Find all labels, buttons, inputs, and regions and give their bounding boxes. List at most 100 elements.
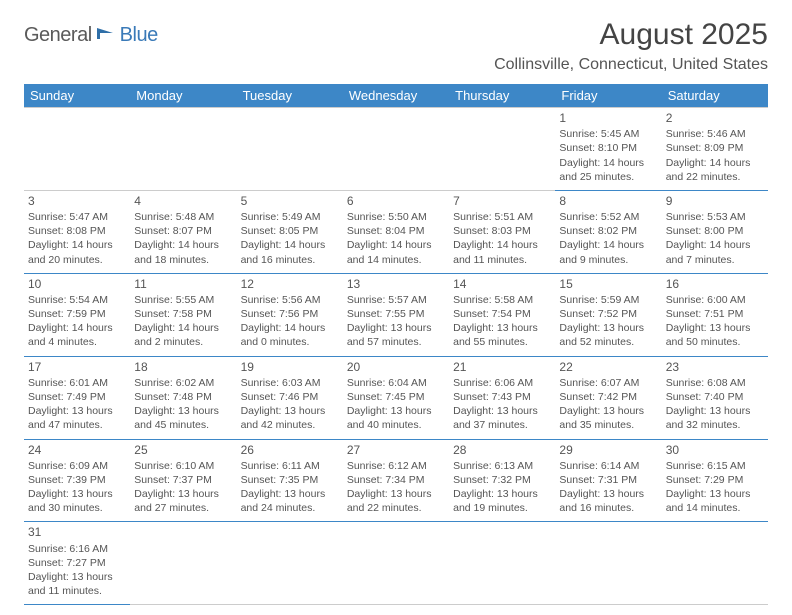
sunset-text: Sunset: 7:46 PM bbox=[241, 390, 339, 404]
day-number: 5 bbox=[241, 193, 339, 209]
location-subtitle: Collinsville, Connecticut, United States bbox=[494, 56, 768, 74]
sunset-text: Sunset: 7:45 PM bbox=[347, 390, 445, 404]
daylight-text: and 45 minutes. bbox=[134, 418, 232, 432]
day-number: 16 bbox=[666, 276, 764, 292]
sunset-text: Sunset: 7:39 PM bbox=[28, 473, 126, 487]
sunrise-text: Sunrise: 6:01 AM bbox=[28, 376, 126, 390]
calendar-cell: 7Sunrise: 5:51 AMSunset: 8:03 PMDaylight… bbox=[449, 190, 555, 273]
sunrise-text: Sunrise: 6:08 AM bbox=[666, 376, 764, 390]
daylight-text: Daylight: 13 hours bbox=[453, 487, 551, 501]
sunrise-text: Sunrise: 5:54 AM bbox=[28, 293, 126, 307]
calendar-cell: 4Sunrise: 5:48 AMSunset: 8:07 PMDaylight… bbox=[130, 190, 236, 273]
calendar-cell: 18Sunrise: 6:02 AMSunset: 7:48 PMDayligh… bbox=[130, 356, 236, 439]
day-number: 17 bbox=[28, 359, 126, 375]
daylight-text: Daylight: 13 hours bbox=[453, 404, 551, 418]
calendar-cell bbox=[662, 522, 768, 605]
calendar-cell: 3Sunrise: 5:47 AMSunset: 8:08 PMDaylight… bbox=[24, 190, 130, 273]
calendar-cell bbox=[237, 108, 343, 191]
daylight-text: Daylight: 14 hours bbox=[241, 321, 339, 335]
day-number: 1 bbox=[559, 110, 657, 126]
daylight-text: and 7 minutes. bbox=[666, 253, 764, 267]
sunset-text: Sunset: 7:56 PM bbox=[241, 307, 339, 321]
calendar-week: 3Sunrise: 5:47 AMSunset: 8:08 PMDaylight… bbox=[24, 190, 768, 273]
day-header: Monday bbox=[130, 84, 236, 108]
sunset-text: Sunset: 7:58 PM bbox=[134, 307, 232, 321]
calendar-page: General Blue August 2025 Collinsville, C… bbox=[0, 0, 792, 615]
daylight-text: and 11 minutes. bbox=[28, 584, 126, 598]
calendar-cell: 23Sunrise: 6:08 AMSunset: 7:40 PMDayligh… bbox=[662, 356, 768, 439]
flag-icon bbox=[97, 25, 115, 46]
calendar-cell: 11Sunrise: 5:55 AMSunset: 7:58 PMDayligh… bbox=[130, 273, 236, 356]
daylight-text: and 52 minutes. bbox=[559, 335, 657, 349]
sunset-text: Sunset: 7:49 PM bbox=[28, 390, 126, 404]
sunset-text: Sunset: 7:27 PM bbox=[28, 556, 126, 570]
daylight-text: and 30 minutes. bbox=[28, 501, 126, 515]
daylight-text: Daylight: 13 hours bbox=[241, 404, 339, 418]
day-number: 24 bbox=[28, 442, 126, 458]
sunset-text: Sunset: 7:34 PM bbox=[347, 473, 445, 487]
sunrise-text: Sunrise: 5:56 AM bbox=[241, 293, 339, 307]
daylight-text: and 11 minutes. bbox=[453, 253, 551, 267]
sunset-text: Sunset: 8:09 PM bbox=[666, 141, 764, 155]
sunset-text: Sunset: 8:07 PM bbox=[134, 224, 232, 238]
day-number: 21 bbox=[453, 359, 551, 375]
sunrise-text: Sunrise: 6:10 AM bbox=[134, 459, 232, 473]
daylight-text: Daylight: 13 hours bbox=[559, 404, 657, 418]
calendar-cell: 28Sunrise: 6:13 AMSunset: 7:32 PMDayligh… bbox=[449, 439, 555, 522]
daylight-text: and 16 minutes. bbox=[241, 253, 339, 267]
daylight-text: Daylight: 13 hours bbox=[666, 321, 764, 335]
calendar-week: 1Sunrise: 5:45 AMSunset: 8:10 PMDaylight… bbox=[24, 108, 768, 191]
calendar-cell: 20Sunrise: 6:04 AMSunset: 7:45 PMDayligh… bbox=[343, 356, 449, 439]
header-row: General Blue August 2025 Collinsville, C… bbox=[24, 18, 768, 74]
calendar-cell: 16Sunrise: 6:00 AMSunset: 7:51 PMDayligh… bbox=[662, 273, 768, 356]
day-number: 22 bbox=[559, 359, 657, 375]
sunrise-text: Sunrise: 6:07 AM bbox=[559, 376, 657, 390]
calendar-cell: 27Sunrise: 6:12 AMSunset: 7:34 PMDayligh… bbox=[343, 439, 449, 522]
sunrise-text: Sunrise: 6:00 AM bbox=[666, 293, 764, 307]
sunset-text: Sunset: 7:32 PM bbox=[453, 473, 551, 487]
calendar-cell: 12Sunrise: 5:56 AMSunset: 7:56 PMDayligh… bbox=[237, 273, 343, 356]
daylight-text: Daylight: 14 hours bbox=[666, 156, 764, 170]
daylight-text: Daylight: 14 hours bbox=[666, 238, 764, 252]
calendar-cell: 9Sunrise: 5:53 AMSunset: 8:00 PMDaylight… bbox=[662, 190, 768, 273]
day-number: 30 bbox=[666, 442, 764, 458]
month-title: August 2025 bbox=[494, 18, 768, 52]
sunrise-text: Sunrise: 6:02 AM bbox=[134, 376, 232, 390]
sunrise-text: Sunrise: 6:14 AM bbox=[559, 459, 657, 473]
sunrise-text: Sunrise: 5:53 AM bbox=[666, 210, 764, 224]
calendar-cell: 5Sunrise: 5:49 AMSunset: 8:05 PMDaylight… bbox=[237, 190, 343, 273]
logo-text-general: General bbox=[24, 24, 92, 47]
daylight-text: Daylight: 13 hours bbox=[28, 570, 126, 584]
sunset-text: Sunset: 8:05 PM bbox=[241, 224, 339, 238]
sunrise-text: Sunrise: 5:45 AM bbox=[559, 127, 657, 141]
daylight-text: Daylight: 13 hours bbox=[347, 321, 445, 335]
sunset-text: Sunset: 7:37 PM bbox=[134, 473, 232, 487]
day-header: Sunday bbox=[24, 84, 130, 108]
day-number: 23 bbox=[666, 359, 764, 375]
day-number: 15 bbox=[559, 276, 657, 292]
daylight-text: and 16 minutes. bbox=[559, 501, 657, 515]
sunrise-text: Sunrise: 6:04 AM bbox=[347, 376, 445, 390]
daylight-text: and 22 minutes. bbox=[347, 501, 445, 515]
daylight-text: and 20 minutes. bbox=[28, 253, 126, 267]
sunset-text: Sunset: 7:42 PM bbox=[559, 390, 657, 404]
day-number: 4 bbox=[134, 193, 232, 209]
daylight-text: and 42 minutes. bbox=[241, 418, 339, 432]
sunrise-text: Sunrise: 5:50 AM bbox=[347, 210, 445, 224]
calendar-cell: 30Sunrise: 6:15 AMSunset: 7:29 PMDayligh… bbox=[662, 439, 768, 522]
calendar-week: 10Sunrise: 5:54 AMSunset: 7:59 PMDayligh… bbox=[24, 273, 768, 356]
day-number: 27 bbox=[347, 442, 445, 458]
day-number: 3 bbox=[28, 193, 126, 209]
logo-text-blue: Blue bbox=[120, 24, 158, 47]
daylight-text: Daylight: 14 hours bbox=[347, 238, 445, 252]
sunrise-text: Sunrise: 6:09 AM bbox=[28, 459, 126, 473]
daylight-text: Daylight: 13 hours bbox=[666, 487, 764, 501]
sunrise-text: Sunrise: 5:49 AM bbox=[241, 210, 339, 224]
day-number: 20 bbox=[347, 359, 445, 375]
daylight-text: Daylight: 14 hours bbox=[559, 238, 657, 252]
day-number: 7 bbox=[453, 193, 551, 209]
day-number: 26 bbox=[241, 442, 339, 458]
calendar-cell bbox=[343, 108, 449, 191]
logo: General Blue bbox=[24, 24, 158, 47]
daylight-text: and 14 minutes. bbox=[347, 253, 445, 267]
